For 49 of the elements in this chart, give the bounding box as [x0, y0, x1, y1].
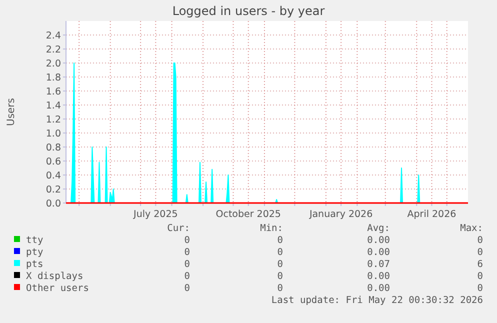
text: 0	[477, 271, 484, 282]
text: 0.00	[367, 247, 390, 258]
legend-label: Other users	[26, 283, 89, 294]
text: 0	[477, 283, 484, 294]
text: 0	[184, 235, 190, 246]
legend-label: tty	[26, 235, 44, 246]
y-tick-label: 2.0	[46, 58, 61, 70]
text: 0	[277, 259, 284, 270]
y-tick-label: 2.4	[46, 30, 61, 42]
text: 0.00	[367, 271, 390, 282]
text: Min:	[260, 223, 283, 234]
text: 0.00	[367, 235, 390, 246]
text: Max:	[460, 223, 483, 234]
text: 0.07	[367, 259, 390, 270]
x-tick-label: October 2025	[216, 209, 281, 220]
text: 0	[184, 271, 190, 282]
y-tick-label: 1.4	[46, 100, 61, 112]
x-tick-label: April 2026	[407, 209, 456, 220]
x-tick-label: July 2025	[132, 209, 178, 220]
text: 0	[184, 283, 190, 294]
y-tick-label: 0.0	[46, 198, 61, 210]
y-tick-label: 2.2	[46, 44, 61, 56]
y-tick-label: 1.0	[46, 128, 61, 140]
text: 0	[277, 283, 284, 294]
text: Avg:	[367, 223, 390, 234]
y-tick-label: 0.8	[46, 142, 61, 154]
text: Last update: Fri May 22 00:30:32 2026	[271, 295, 484, 306]
text: 0	[477, 247, 484, 258]
y-axis-title: Users	[6, 98, 17, 126]
text: 0.00	[367, 283, 390, 294]
legend-label: X displays	[26, 271, 84, 282]
y-tick-label: 1.8	[46, 72, 61, 84]
text: 0	[277, 247, 284, 258]
y-tick-label: 0.6	[46, 156, 61, 168]
legend-label: pts	[26, 259, 44, 270]
text: Cur:	[167, 223, 190, 234]
text: 0	[184, 259, 190, 270]
text: 0	[277, 271, 284, 282]
text: 0	[277, 235, 284, 246]
text: 6	[477, 259, 484, 270]
legend-label: pty	[26, 247, 44, 258]
text: 0	[477, 235, 484, 246]
y-tick-label: 1.2	[46, 114, 61, 126]
y-tick-label: 1.6	[46, 86, 61, 98]
x-tick-label: January 2026	[308, 209, 373, 220]
text: 0	[184, 247, 190, 258]
y-tick-label: 0.2	[46, 184, 61, 196]
chart-title: Logged in users - by year	[172, 4, 325, 18]
y-tick-label: 0.4	[46, 170, 61, 182]
